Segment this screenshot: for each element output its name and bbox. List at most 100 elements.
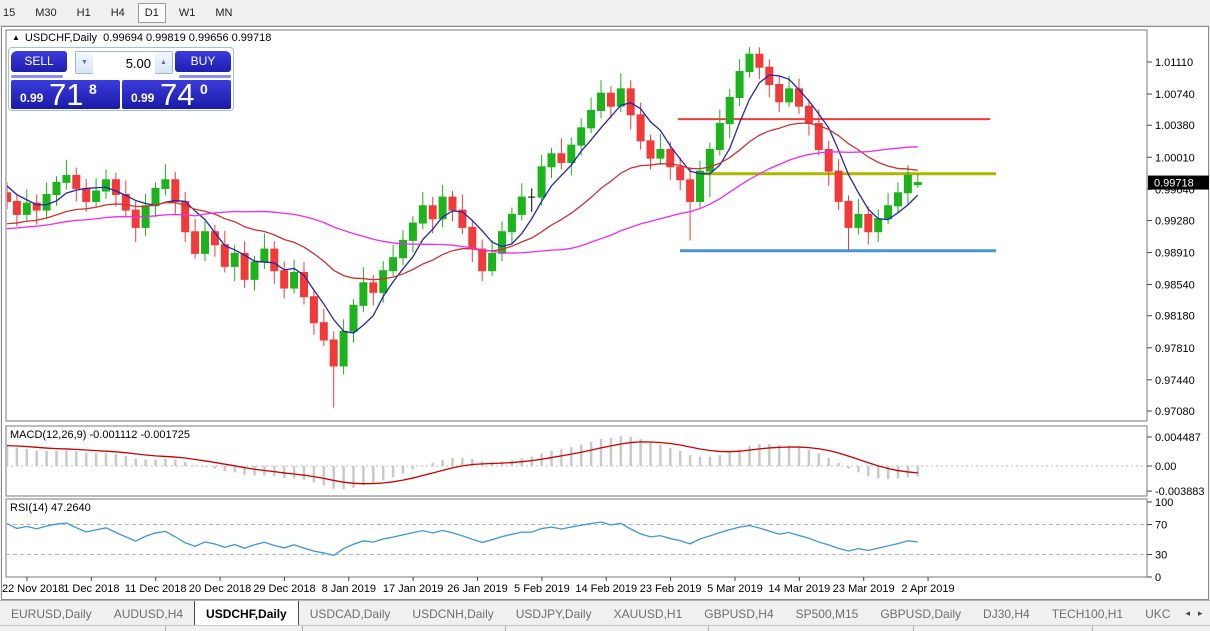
- candle-body: [656, 148, 665, 159]
- timeframe-button-m30[interactable]: M30: [35, 6, 57, 19]
- candle-body: [369, 282, 378, 293]
- candle-body: [547, 153, 556, 168]
- candle-body: [824, 148, 833, 172]
- rsi-panel[interactable]: [5, 498, 1148, 578]
- candle-body: [597, 92, 605, 111]
- candle-body: [577, 127, 586, 146]
- tab-usdchf-daily[interactable]: USDCHF,Daily: [194, 601, 299, 626]
- candle-body: [121, 193, 130, 211]
- tab-usdcad-daily[interactable]: USDCAD,Daily: [309, 606, 391, 621]
- tabs-scroll-left-icon[interactable]: ◂: [1185, 608, 1190, 618]
- rsi-axis-label: 30: [1155, 550, 1167, 562]
- macd-name: MACD(12,26,9): [10, 429, 87, 441]
- candle-body: [458, 209, 467, 228]
- date-axis-label: 17 Jan 2019: [383, 583, 444, 595]
- candle-body: [785, 88, 794, 103]
- sell-price-box[interactable]: 0.99 71 8: [11, 77, 120, 112]
- buy-price-box[interactable]: 0.99 74 0: [122, 77, 231, 112]
- timeframe-button-h4[interactable]: H4: [110, 6, 125, 19]
- tab-gbpusd-daily[interactable]: GBPUSD,Daily: [880, 606, 962, 621]
- candle-body: [894, 192, 902, 207]
- candle-body: [32, 202, 41, 211]
- candle-body: [507, 213, 516, 233]
- bottom-window-strip: [0, 625, 1210, 631]
- candle-body: [468, 226, 477, 250]
- macd-axis-label: -0.003883: [1155, 486, 1205, 498]
- price-axis-label: 1.01110: [1155, 57, 1193, 69]
- tabs-scroll-right-icon[interactable]: ▸: [1197, 608, 1203, 618]
- sell-underline: [11, 75, 63, 78]
- candle-body: [448, 196, 457, 211]
- tab-xauusd-h1[interactable]: XAUUSD,H1: [613, 606, 683, 621]
- strip-separator: [1092, 626, 1093, 631]
- candle-body: [696, 170, 704, 202]
- date-axis-label: 22 Nov 2018: [2, 583, 64, 595]
- candle-body: [230, 252, 239, 267]
- candle-body: [686, 179, 695, 202]
- trade-panel-top-row: SELL ▼ ▲ BUY: [11, 51, 231, 75]
- candle-body: [399, 239, 407, 259]
- candle-body: [62, 174, 71, 183]
- buy-price-pip: 0: [200, 81, 208, 97]
- timeframe-button-h1[interactable]: H1: [76, 6, 91, 19]
- candle-body: [725, 97, 734, 124]
- arrow-up-icon: ▲: [160, 59, 167, 66]
- tab-gbpusd-h4[interactable]: GBPUSD,H4: [704, 606, 774, 621]
- timeframe-button-w1[interactable]: W1: [178, 6, 196, 19]
- buy-button[interactable]: BUY: [175, 51, 231, 72]
- date-axis-label: 23 Mar 2019: [833, 583, 895, 595]
- timeframe-button-15[interactable]: 15: [3, 6, 16, 19]
- candle-body: [389, 257, 398, 272]
- candle-body: [161, 179, 170, 189]
- tab-sp500-m15[interactable]: SP500,M15: [795, 606, 859, 621]
- candle-body: [646, 140, 655, 159]
- candle-body: [349, 304, 358, 332]
- date-axis-label: 1 Dec 2018: [63, 583, 119, 595]
- macd-panel[interactable]: [5, 425, 1148, 497]
- volume-increase-button[interactable]: ▲: [155, 52, 172, 73]
- timeframe-button-mn[interactable]: MN: [215, 6, 233, 19]
- tab-usdjpy-daily[interactable]: USDJPY,Daily: [515, 606, 592, 621]
- tab-ukc[interactable]: UKC: [1145, 606, 1171, 621]
- candle-body: [606, 92, 615, 107]
- candle-body: [319, 322, 328, 341]
- candle-body: [309, 296, 318, 324]
- candle-body: [626, 88, 635, 116]
- candle-body: [379, 270, 388, 293]
- macd-indicator-label: MACD(12,26,9) -0.001112 -0.001725: [10, 429, 190, 441]
- candle-body: [250, 261, 259, 280]
- price-axis-label: 0.97080: [1155, 406, 1195, 418]
- candle-body: [22, 202, 31, 215]
- candle-body: [82, 187, 91, 202]
- volume-input[interactable]: [93, 52, 155, 75]
- candle-body: [567, 144, 576, 163]
- candle-body: [12, 200, 21, 215]
- strip-separator: [302, 626, 303, 631]
- volume-decrease-button[interactable]: ▼: [76, 52, 93, 73]
- sell-button[interactable]: SELL: [11, 51, 67, 72]
- price-axis-label: 1.00380: [1155, 120, 1195, 132]
- date-axis-label: 5 Mar 2019: [707, 583, 763, 595]
- candle-body: [339, 330, 348, 367]
- candle-body: [280, 270, 289, 289]
- rsi-line: [7, 521, 918, 557]
- candle-body: [587, 109, 596, 129]
- tabs-scroll-controls: ◂ ▸: [1181, 601, 1210, 626]
- candle-body: [636, 114, 645, 142]
- tab-tech100-h1[interactable]: TECH100,H1: [1051, 606, 1124, 621]
- candle-body: [676, 166, 685, 181]
- candle-body: [666, 148, 675, 168]
- tab-dj30-h4[interactable]: DJ30,H4: [983, 606, 1030, 621]
- macd-axis-label: 0.004487: [1155, 432, 1201, 444]
- rsi-indicator-label: RSI(14) 47.2640: [10, 502, 91, 514]
- candle-body: [290, 271, 299, 289]
- tab-usdcnh-daily[interactable]: USDCNH,Daily: [412, 606, 494, 621]
- strip-separator: [708, 626, 709, 631]
- rsi-axis-label: 70: [1155, 520, 1167, 532]
- macd-axis-label: 0.00: [1155, 461, 1176, 473]
- timeframe-button-d1[interactable]: D1: [137, 2, 166, 23]
- rsi-axis-label: 100: [1155, 497, 1173, 509]
- timeframe-toolbar: 15 M30 H1 H4 D1 W1 MN: [0, 0, 1210, 26]
- tab-eurusd-daily[interactable]: EURUSD,Daily: [11, 606, 92, 621]
- tab-audusd-h4[interactable]: AUDUSD,H4: [113, 606, 184, 621]
